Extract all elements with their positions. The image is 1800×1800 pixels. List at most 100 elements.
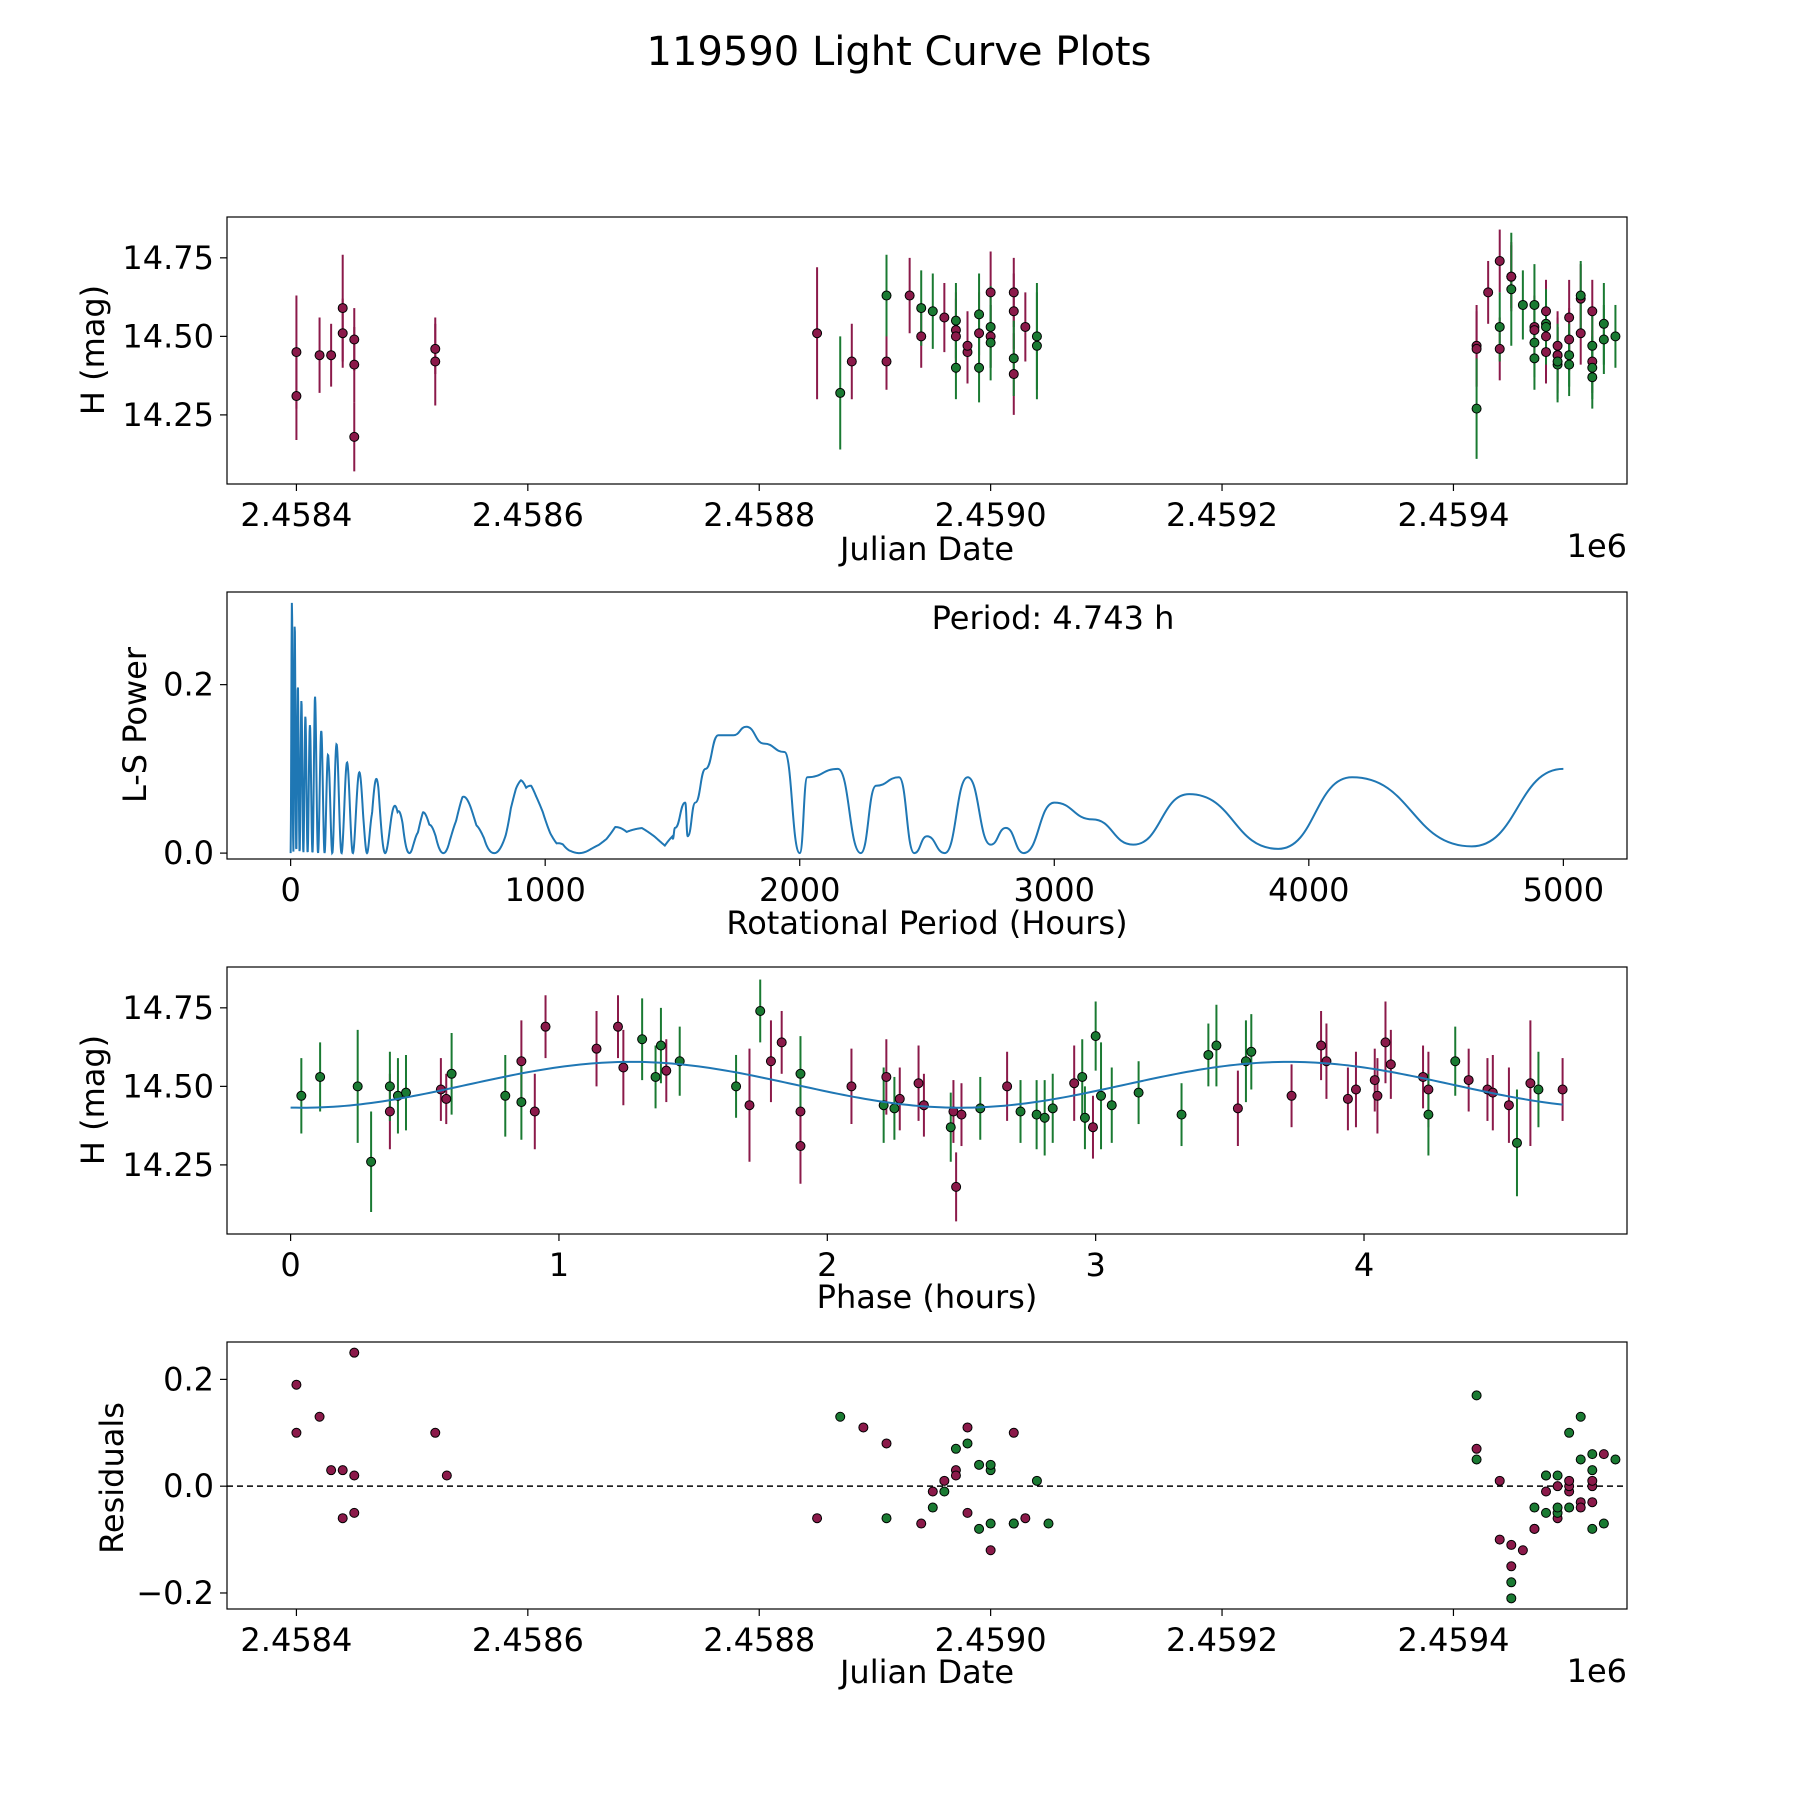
data-point-band_o bbox=[1529, 299, 1540, 310]
data-point-band_o bbox=[1564, 1502, 1575, 1513]
data-point-band_g bbox=[1380, 1037, 1391, 1048]
data-point-band_o bbox=[1552, 1470, 1563, 1481]
data-point-band_o bbox=[974, 1523, 985, 1534]
data-point-band_g bbox=[974, 328, 985, 339]
data-point-band_g bbox=[1541, 306, 1552, 317]
data-point-band_g bbox=[916, 331, 927, 342]
data-point-band_o bbox=[1471, 1454, 1482, 1465]
xtick-label: 2.4588 bbox=[703, 1621, 815, 1659]
data-point-band_g bbox=[1008, 369, 1019, 380]
data-point-band_g bbox=[1316, 1040, 1327, 1051]
data-point-band_g bbox=[349, 431, 360, 442]
data-point-band_g bbox=[1541, 347, 1552, 358]
data-point-band_o bbox=[1529, 1502, 1540, 1513]
data-point-band_g bbox=[744, 1100, 755, 1111]
data-point-band_g bbox=[1471, 1443, 1482, 1454]
data-point-band_g bbox=[1517, 1545, 1528, 1556]
data-point-band_g bbox=[1525, 1078, 1536, 1089]
data-point-band_o bbox=[1043, 1518, 1054, 1529]
data-point-band_o bbox=[835, 1411, 846, 1422]
data-point-band_g bbox=[858, 1422, 869, 1433]
data-point-band_g bbox=[1002, 1081, 1013, 1092]
data-point-band_g bbox=[1575, 1502, 1586, 1513]
data-point-band_o bbox=[1506, 284, 1517, 295]
data-point-band_g bbox=[430, 1427, 441, 1438]
data-point-band_g bbox=[894, 1093, 905, 1104]
data-point-band_o bbox=[1610, 331, 1621, 342]
data-point-band_o bbox=[1031, 340, 1042, 351]
xtick-label: 5000 bbox=[1523, 871, 1604, 909]
data-point-band_o bbox=[1133, 1087, 1144, 1098]
data-point-band_g bbox=[1541, 331, 1552, 342]
data-point-band_o bbox=[1529, 337, 1540, 348]
data-point-band_g bbox=[1506, 271, 1517, 282]
phased-panel: 0 1 2 3 4 14.25 14.50 14.75 Phase (hours) H (ma… bbox=[74, 966, 1628, 1316]
data-point-band_o bbox=[1517, 299, 1528, 310]
data-point-band_o bbox=[1587, 1449, 1598, 1460]
xtick-label: 2.4590 bbox=[935, 496, 1047, 534]
data-point-band_g bbox=[1069, 1078, 1080, 1089]
data-point-band_g bbox=[1286, 1090, 1297, 1101]
periodogram-line bbox=[289, 602, 1564, 856]
model-curve bbox=[290, 1060, 1563, 1109]
data-point-band_g bbox=[314, 1411, 325, 1422]
periodogram-ylabel: L-S Power bbox=[116, 646, 154, 803]
data-point-band_o bbox=[1575, 1411, 1586, 1422]
data-point-band_o bbox=[1203, 1049, 1214, 1060]
data-point-band_o bbox=[985, 1518, 996, 1529]
data-point-band_o bbox=[1598, 334, 1609, 345]
data-point-band_g bbox=[962, 1507, 973, 1518]
data-point-band_g bbox=[1008, 306, 1019, 317]
data-point-band_g bbox=[927, 1486, 938, 1497]
xtick-label: 2.4594 bbox=[1397, 1621, 1509, 1659]
data-point-band_o bbox=[1471, 403, 1482, 414]
data-point-band_g bbox=[612, 1021, 623, 1032]
data-point-band_o bbox=[974, 309, 985, 320]
xtick-label: 2.4592 bbox=[1166, 496, 1278, 534]
ytick-label: 14.75 bbox=[122, 239, 214, 277]
data-point-band_o bbox=[1511, 1137, 1522, 1148]
data-point-band_o bbox=[1450, 1056, 1461, 1067]
residuals-axes-frame bbox=[226, 1341, 1628, 1610]
data-point-band_o bbox=[1079, 1112, 1090, 1123]
data-point-band_o bbox=[974, 1459, 985, 1470]
data-point-band_o bbox=[315, 1071, 326, 1082]
data-point-band_g bbox=[430, 343, 441, 354]
data-point-band_o bbox=[985, 337, 996, 348]
data-point-band_g bbox=[1506, 1561, 1517, 1572]
phased-ticks: 0 1 2 3 4 14.25 14.50 14.75 bbox=[122, 989, 1374, 1284]
data-point-band_g bbox=[1598, 1449, 1609, 1460]
ytick-label: 14.25 bbox=[122, 396, 214, 434]
data-point-band_o bbox=[1246, 1046, 1257, 1057]
residuals-offset-label: 1e6 bbox=[1567, 1652, 1627, 1690]
data-point-band_o bbox=[962, 1438, 973, 1449]
xtick-label: 2 bbox=[817, 1246, 837, 1284]
data-point-band_o bbox=[1541, 1507, 1552, 1518]
data-point-band_o bbox=[655, 1040, 666, 1051]
xtick-label: 3 bbox=[1085, 1246, 1105, 1284]
data-point-band_g bbox=[291, 1379, 302, 1390]
xtick-label: 2000 bbox=[759, 871, 840, 909]
data-point-band_g bbox=[881, 1071, 892, 1082]
data-point-band_o bbox=[1471, 1390, 1482, 1401]
data-point-band_g bbox=[1587, 1497, 1598, 1508]
data-point-band_g bbox=[1564, 1475, 1575, 1486]
data-point-band_o bbox=[1096, 1090, 1107, 1101]
data-point-band_g bbox=[881, 1438, 892, 1449]
lightcurve-ticks: 2.4584 2.4586 2.4588 2.4590 2.4592 2.4594 14.2… bbox=[122, 239, 1509, 534]
periodogram-ticks: 0 1000 2000 3000 4000 5000 0.0 0.2 bbox=[163, 666, 1604, 909]
data-point-band_o bbox=[927, 1502, 938, 1513]
data-point-band_g bbox=[950, 1470, 961, 1481]
data-point-band_o bbox=[1106, 1100, 1117, 1111]
data-point-band_g bbox=[795, 1106, 806, 1117]
data-point-band_g bbox=[939, 1475, 950, 1486]
xtick-label: 3000 bbox=[1014, 871, 1095, 909]
xtick-label: 2.4588 bbox=[703, 496, 815, 534]
lightcurve-panel: 2.4584 2.4586 2.4588 2.4590 2.4592 2.4594 14.2… bbox=[74, 216, 1628, 568]
ytick-label: 0.0 bbox=[163, 834, 214, 872]
data-point-band_g bbox=[529, 1106, 540, 1117]
data-point-band_g bbox=[441, 1093, 452, 1104]
data-point-band_g bbox=[384, 1106, 395, 1117]
data-point-band_g bbox=[1494, 343, 1505, 354]
